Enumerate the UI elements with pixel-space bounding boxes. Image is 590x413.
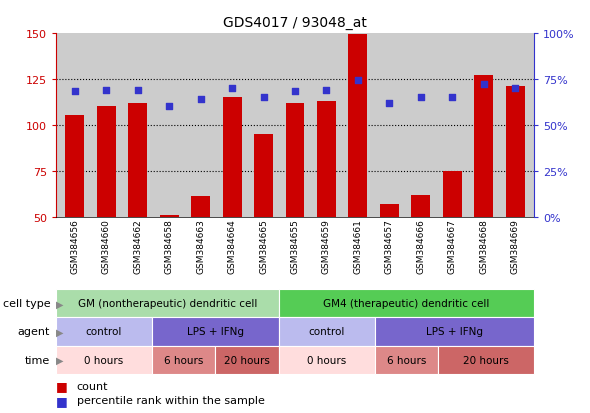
Bar [474, 76, 493, 217]
Text: agent: agent [18, 327, 50, 337]
Text: GSM384664: GSM384664 [228, 219, 237, 273]
Bar [506, 87, 525, 217]
Bar [442, 171, 461, 217]
Text: control: control [309, 327, 345, 337]
Text: LPS + IFNg: LPS + IFNg [187, 327, 244, 337]
Point [322, 87, 331, 94]
Text: GM (nontherapeutic) dendritic cell: GM (nontherapeutic) dendritic cell [78, 299, 257, 309]
Point [416, 95, 425, 101]
Bar [191, 197, 210, 217]
Point [353, 78, 363, 85]
Bar [254, 135, 273, 217]
Bar [129, 103, 148, 217]
Text: GSM384663: GSM384663 [196, 219, 205, 273]
Text: 6 hours: 6 hours [164, 355, 203, 365]
Text: control: control [86, 327, 122, 337]
Point [385, 100, 394, 107]
Text: ■: ■ [56, 380, 68, 392]
Text: GSM384659: GSM384659 [322, 219, 331, 273]
Point [70, 89, 80, 95]
Text: 20 hours: 20 hours [224, 355, 270, 365]
Text: ▶: ▶ [56, 299, 64, 309]
Text: 6 hours: 6 hours [387, 355, 426, 365]
Bar [317, 102, 336, 217]
Text: GSM384668: GSM384668 [479, 219, 488, 273]
Text: GSM384655: GSM384655 [290, 219, 300, 273]
Text: 0 hours: 0 hours [307, 355, 346, 365]
Text: GSM384656: GSM384656 [70, 219, 80, 273]
Bar [65, 116, 84, 217]
Point [259, 95, 268, 101]
Point [101, 87, 111, 94]
Bar [160, 216, 179, 217]
Text: GSM384666: GSM384666 [417, 219, 425, 273]
Text: GSM384658: GSM384658 [165, 219, 173, 273]
Text: ▶: ▶ [56, 355, 64, 365]
Text: 20 hours: 20 hours [463, 355, 509, 365]
Text: GM4 (therapeutic) dendritic cell: GM4 (therapeutic) dendritic cell [323, 299, 490, 309]
Text: GSM384661: GSM384661 [353, 219, 362, 273]
Point [227, 85, 237, 92]
Bar [349, 35, 368, 217]
Text: 0 hours: 0 hours [84, 355, 123, 365]
Text: GSM384657: GSM384657 [385, 219, 394, 273]
Text: GSM384669: GSM384669 [510, 219, 520, 273]
Text: LPS + IFNg: LPS + IFNg [426, 327, 483, 337]
Text: time: time [25, 355, 50, 365]
Bar [286, 103, 304, 217]
Text: ■: ■ [56, 394, 68, 406]
Bar [97, 107, 116, 217]
Point [165, 104, 174, 110]
Text: GSM384662: GSM384662 [133, 219, 142, 273]
Point [510, 85, 520, 92]
Text: GSM384660: GSM384660 [102, 219, 111, 273]
Point [479, 82, 489, 88]
Text: cell type: cell type [2, 299, 50, 309]
Point [196, 96, 205, 103]
Text: GSM384667: GSM384667 [448, 219, 457, 273]
Text: count: count [77, 381, 108, 391]
Point [133, 87, 143, 94]
Bar [222, 98, 241, 217]
Text: ▶: ▶ [56, 327, 64, 337]
Point [290, 89, 300, 95]
Text: percentile rank within the sample: percentile rank within the sample [77, 395, 264, 405]
Text: GSM384665: GSM384665 [259, 219, 268, 273]
Point [447, 95, 457, 101]
Bar [380, 204, 399, 217]
Title: GDS4017 / 93048_at: GDS4017 / 93048_at [223, 16, 367, 30]
Bar [411, 195, 430, 217]
